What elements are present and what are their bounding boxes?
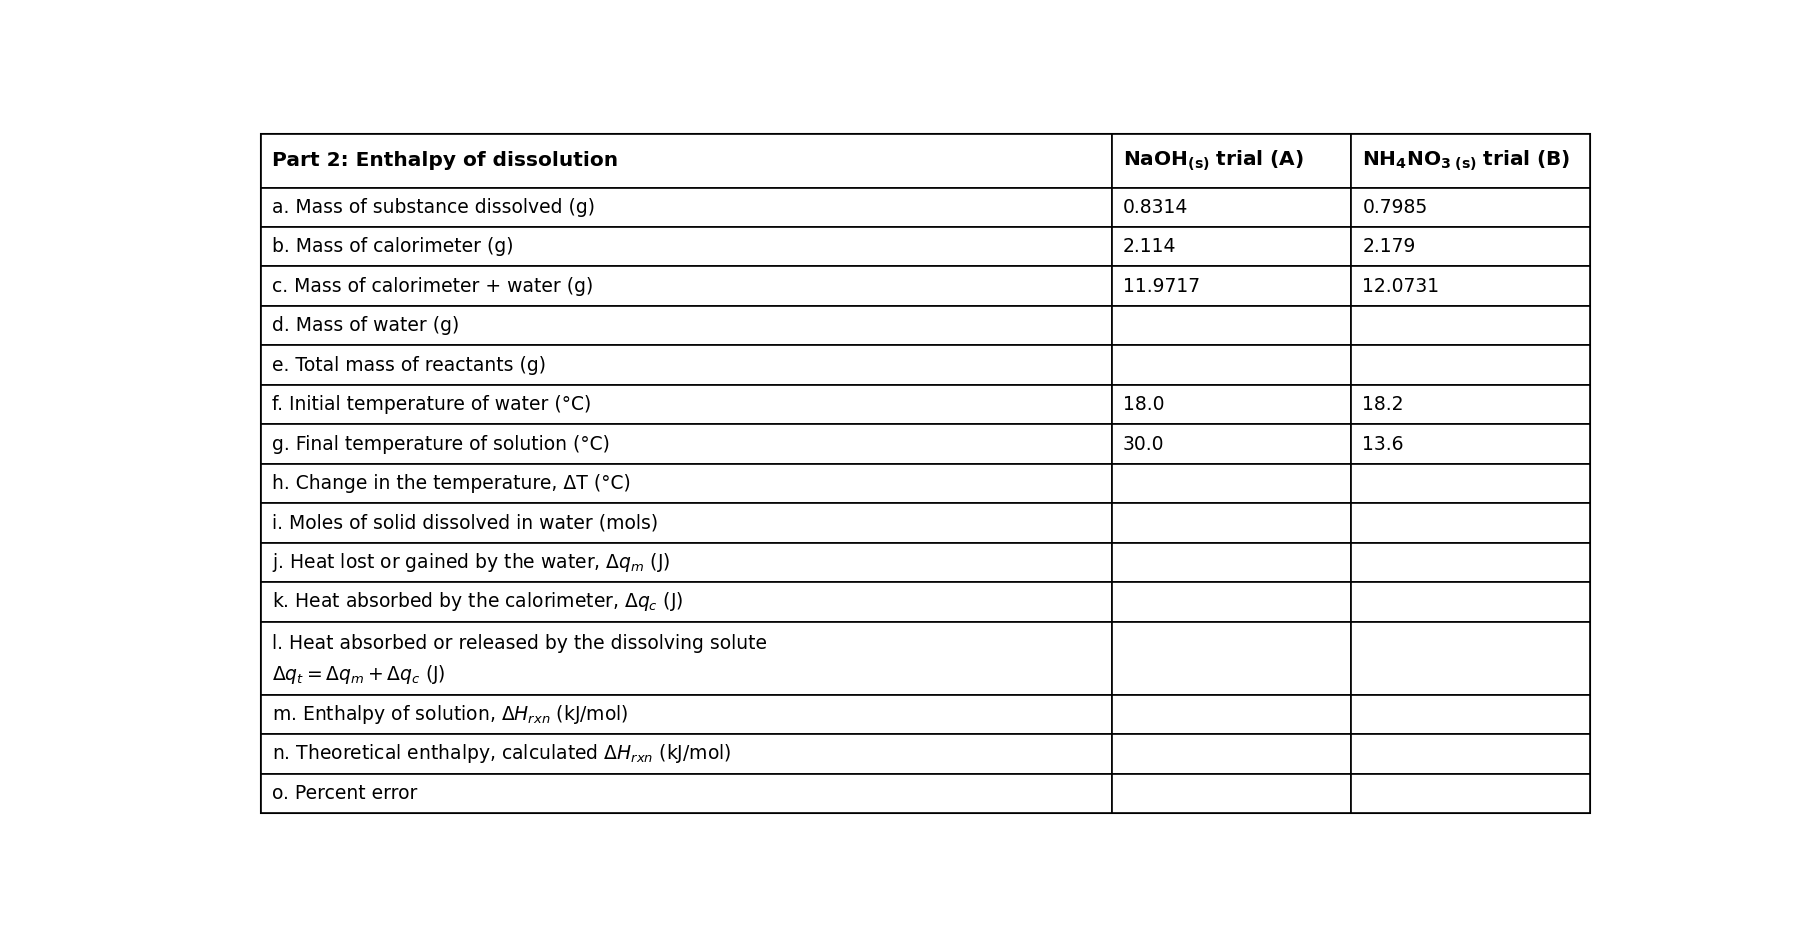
Bar: [1350, 188, 1590, 227]
Bar: [260, 622, 1112, 695]
Bar: [1350, 504, 1590, 543]
Bar: [260, 266, 1112, 306]
Text: 11.9717: 11.9717: [1123, 277, 1199, 295]
Bar: [260, 734, 1112, 774]
Bar: [260, 695, 1112, 734]
Bar: [1112, 695, 1350, 734]
Bar: [1350, 306, 1590, 345]
Text: 30.0: 30.0: [1123, 434, 1164, 454]
Bar: [1112, 504, 1350, 543]
Bar: [1350, 695, 1590, 734]
Text: 18.0: 18.0: [1123, 395, 1164, 414]
Bar: [1112, 424, 1350, 463]
Text: i. Moles of solid dissolved in water (mols): i. Moles of solid dissolved in water (mo…: [273, 513, 657, 533]
Text: 0.8314: 0.8314: [1123, 198, 1188, 217]
Text: 18.2: 18.2: [1361, 395, 1402, 414]
Text: l. Heat absorbed or released by the dissolving solute: l. Heat absorbed or released by the diss…: [273, 634, 767, 653]
Bar: [260, 424, 1112, 463]
Text: e. Total mass of reactants (g): e. Total mass of reactants (g): [273, 356, 545, 374]
Text: f. Initial temperature of water (°C): f. Initial temperature of water (°C): [273, 395, 590, 414]
Bar: [1112, 306, 1350, 345]
Bar: [1350, 134, 1590, 188]
Bar: [1112, 385, 1350, 424]
Text: 2.179: 2.179: [1361, 237, 1415, 256]
Bar: [1112, 227, 1350, 266]
Bar: [1112, 774, 1350, 813]
Text: 13.6: 13.6: [1361, 434, 1402, 454]
Bar: [260, 504, 1112, 543]
Bar: [260, 463, 1112, 504]
Text: d. Mass of water (g): d. Mass of water (g): [273, 316, 458, 335]
Text: $\mathbf{NaOH_{(s)}}$ $\mathbf{trial\ (A)}$: $\mathbf{NaOH_{(s)}}$ $\mathbf{trial\ (A…: [1123, 149, 1303, 173]
Text: c. Mass of calorimeter + water (g): c. Mass of calorimeter + water (g): [273, 277, 592, 295]
Bar: [1350, 463, 1590, 504]
Bar: [260, 227, 1112, 266]
Bar: [260, 774, 1112, 813]
Bar: [1112, 266, 1350, 306]
Bar: [1350, 266, 1590, 306]
Text: $\Delta q_t = \Delta q_m + \Delta q_c\ \mathrm{(J)}$: $\Delta q_t = \Delta q_m + \Delta q_c\ \…: [273, 663, 446, 686]
Text: b. Mass of calorimeter (g): b. Mass of calorimeter (g): [273, 237, 513, 256]
Text: Part 2: Enthalpy of dissolution: Part 2: Enthalpy of dissolution: [273, 151, 617, 171]
Text: j. Heat lost or gained by the water, $\Delta q_m$ (J): j. Heat lost or gained by the water, $\D…: [273, 551, 670, 574]
Text: a. Mass of substance dissolved (g): a. Mass of substance dissolved (g): [273, 198, 594, 217]
Bar: [1350, 543, 1590, 582]
Bar: [260, 345, 1112, 385]
Text: k. Heat absorbed by the calorimeter, $\Delta q_c$ (J): k. Heat absorbed by the calorimeter, $\D…: [273, 591, 682, 613]
Bar: [1350, 385, 1590, 424]
Bar: [1350, 734, 1590, 774]
Text: 12.0731: 12.0731: [1361, 277, 1439, 295]
Bar: [1350, 227, 1590, 266]
Bar: [1350, 622, 1590, 695]
Bar: [1350, 424, 1590, 463]
Bar: [1112, 345, 1350, 385]
Bar: [1112, 134, 1350, 188]
Bar: [1112, 582, 1350, 622]
Bar: [1350, 345, 1590, 385]
Bar: [260, 188, 1112, 227]
Bar: [260, 134, 1112, 188]
Bar: [260, 582, 1112, 622]
Text: $\mathbf{NH_4NO_{3\ (s)}}$ $\mathbf{trial\ (B)}$: $\mathbf{NH_4NO_{3\ (s)}}$ $\mathbf{tria…: [1361, 149, 1570, 173]
Bar: [1112, 622, 1350, 695]
Bar: [1112, 734, 1350, 774]
Bar: [1350, 774, 1590, 813]
Text: g. Final temperature of solution (°C): g. Final temperature of solution (°C): [273, 434, 610, 454]
Text: o. Percent error: o. Percent error: [273, 784, 417, 803]
Bar: [260, 306, 1112, 345]
Bar: [1112, 188, 1350, 227]
Bar: [260, 385, 1112, 424]
Text: n. Theoretical enthalpy, calculated $\Delta H_{rxn}$ (kJ/mol): n. Theoretical enthalpy, calculated $\De…: [273, 743, 731, 765]
Text: m. Enthalpy of solution, $\Delta H_{rxn}$ (kJ/mol): m. Enthalpy of solution, $\Delta H_{rxn}…: [273, 703, 628, 726]
Text: 0.7985: 0.7985: [1361, 198, 1426, 217]
Text: 2.114: 2.114: [1123, 237, 1175, 256]
Bar: [1350, 582, 1590, 622]
Bar: [1112, 463, 1350, 504]
Bar: [260, 543, 1112, 582]
Bar: [1112, 543, 1350, 582]
Text: h. Change in the temperature, ΔT (°C): h. Change in the temperature, ΔT (°C): [273, 474, 630, 493]
